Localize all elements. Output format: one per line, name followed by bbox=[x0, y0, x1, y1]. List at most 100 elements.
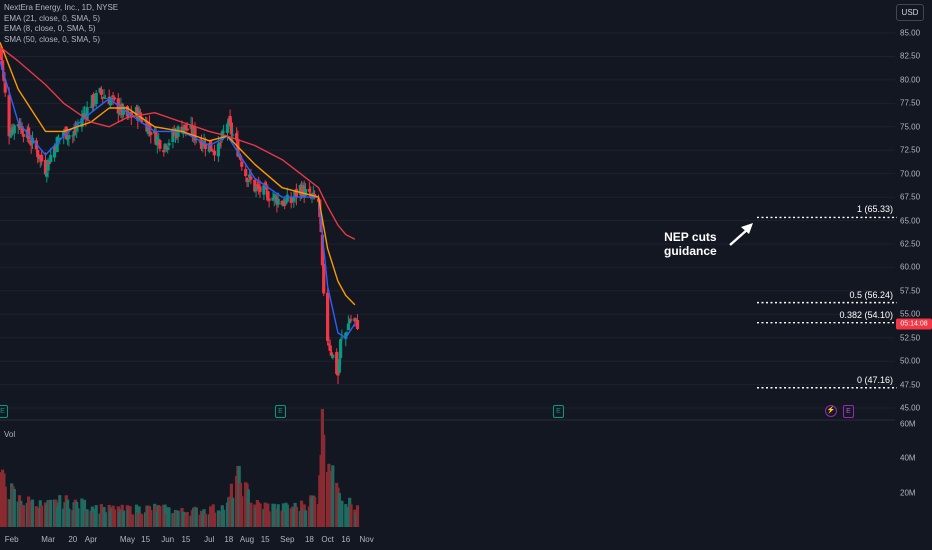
candle-body bbox=[336, 372, 340, 376]
volume-bar bbox=[103, 512, 107, 527]
candle-body bbox=[280, 201, 284, 205]
time-tick-label: 16 bbox=[341, 535, 351, 544]
candle-body bbox=[157, 138, 161, 140]
candle-body bbox=[49, 154, 53, 163]
candle-body bbox=[21, 134, 25, 137]
candle-body bbox=[36, 149, 40, 158]
volume-bar bbox=[267, 511, 271, 527]
volume-bars bbox=[0, 408, 360, 527]
candle-body bbox=[219, 141, 223, 143]
volume-bar bbox=[3, 486, 7, 527]
candle-body bbox=[40, 154, 44, 162]
fib-label: 0 (47.16) bbox=[856, 374, 893, 385]
volume-bar bbox=[40, 505, 44, 527]
candle-body bbox=[216, 143, 220, 157]
candle-body bbox=[326, 292, 330, 341]
grid-lines bbox=[0, 32, 895, 421]
volume-bar bbox=[231, 497, 235, 527]
volume-bar bbox=[194, 507, 198, 527]
time-tick-label: 15 bbox=[181, 535, 191, 544]
candle-body bbox=[102, 96, 106, 98]
earnings-icon[interactable]: E bbox=[275, 405, 286, 418]
candle-body bbox=[344, 332, 348, 339]
candle-body bbox=[355, 320, 360, 330]
candle-body bbox=[235, 133, 239, 141]
candle-body bbox=[194, 139, 198, 141]
candle-body bbox=[94, 93, 98, 105]
earnings-icon[interactable]: E bbox=[0, 405, 8, 418]
currency-button[interactable]: USD bbox=[896, 4, 924, 21]
price-tick-label: 55.00 bbox=[900, 309, 921, 319]
candle-body bbox=[103, 98, 107, 100]
legend-symbol[interactable]: NextEra Energy, Inc., 1D, NYSE bbox=[4, 3, 119, 12]
candle-body bbox=[238, 155, 243, 160]
candle-body bbox=[108, 99, 113, 106]
candle-body bbox=[228, 115, 232, 124]
candle-body bbox=[263, 182, 267, 186]
candle-body bbox=[118, 112, 122, 115]
fib-label: 1 (65.33) bbox=[856, 204, 893, 215]
volume-label: Vol bbox=[4, 430, 16, 439]
candle-body bbox=[3, 82, 7, 93]
candle-body bbox=[112, 97, 116, 100]
time-tick-label: Apr bbox=[84, 535, 98, 544]
price-tick-label: 52.50 bbox=[900, 333, 921, 343]
price-tick-label: 62.50 bbox=[900, 239, 921, 249]
candle-body bbox=[240, 161, 244, 167]
volume-tick-label: 40M bbox=[900, 453, 916, 463]
candle-body bbox=[203, 143, 207, 149]
candle-body bbox=[85, 106, 89, 121]
candle-body bbox=[20, 126, 24, 134]
candle-body bbox=[82, 113, 87, 115]
volume-bar bbox=[140, 514, 144, 527]
candle-body bbox=[345, 332, 349, 334]
candle-body bbox=[92, 94, 96, 106]
volume-bar bbox=[176, 510, 180, 527]
volume-bar bbox=[49, 499, 53, 527]
price-tick-label: 47.50 bbox=[900, 380, 921, 390]
price-tick-label: 57.50 bbox=[900, 286, 921, 296]
legend-ema21[interactable]: EMA (21, close, 0, SMA, 5) bbox=[4, 13, 101, 23]
candle-body bbox=[331, 354, 335, 358]
candle-body bbox=[67, 135, 71, 139]
price-tick-label: 82.50 bbox=[900, 51, 921, 61]
ma-line-2 bbox=[0, 46, 356, 240]
volume-bar bbox=[340, 500, 344, 527]
candle-body bbox=[199, 139, 204, 149]
candle-body bbox=[193, 126, 197, 141]
legend-sma50[interactable]: SMA (50, close, 0, SMA, 5) bbox=[4, 34, 101, 44]
volume-bar bbox=[203, 514, 207, 527]
candle-body bbox=[266, 191, 270, 201]
dividend-icon[interactable]: ⚡ bbox=[825, 405, 837, 417]
volume-bar bbox=[313, 496, 317, 527]
candle-body bbox=[8, 135, 12, 137]
candle-body bbox=[303, 188, 308, 196]
time-tick-label: Aug bbox=[239, 535, 255, 544]
candle-body bbox=[294, 188, 298, 198]
candles bbox=[0, 45, 360, 384]
annotation-line-1: NEP cuts bbox=[664, 230, 717, 244]
candle-body bbox=[245, 177, 249, 183]
time-tick-label: Jul bbox=[204, 535, 215, 544]
time-tick-label: Oct bbox=[321, 535, 334, 544]
arrow-shaft bbox=[729, 228, 749, 246]
candle-body bbox=[328, 345, 332, 351]
volume-bar bbox=[76, 508, 80, 527]
candle-body bbox=[337, 359, 341, 373]
earnings-icon[interactable]: E bbox=[553, 405, 564, 418]
volume-tick-label: 20M bbox=[900, 488, 916, 498]
volume-bar bbox=[112, 509, 116, 527]
fib-label: 0.382 (54.10) bbox=[839, 309, 893, 320]
candle-body bbox=[171, 130, 175, 142]
candle-body bbox=[292, 197, 296, 202]
volume-bar bbox=[294, 506, 298, 527]
candle-body bbox=[322, 263, 326, 294]
legend-ema8[interactable]: EMA (8, close, 0, SMA, 5) bbox=[4, 24, 96, 33]
earnings-icon[interactable]: E bbox=[843, 405, 854, 418]
ma-line-1 bbox=[0, 42, 356, 306]
candle-body bbox=[62, 132, 66, 137]
candle-body bbox=[276, 198, 280, 205]
candle-body bbox=[27, 127, 31, 140]
